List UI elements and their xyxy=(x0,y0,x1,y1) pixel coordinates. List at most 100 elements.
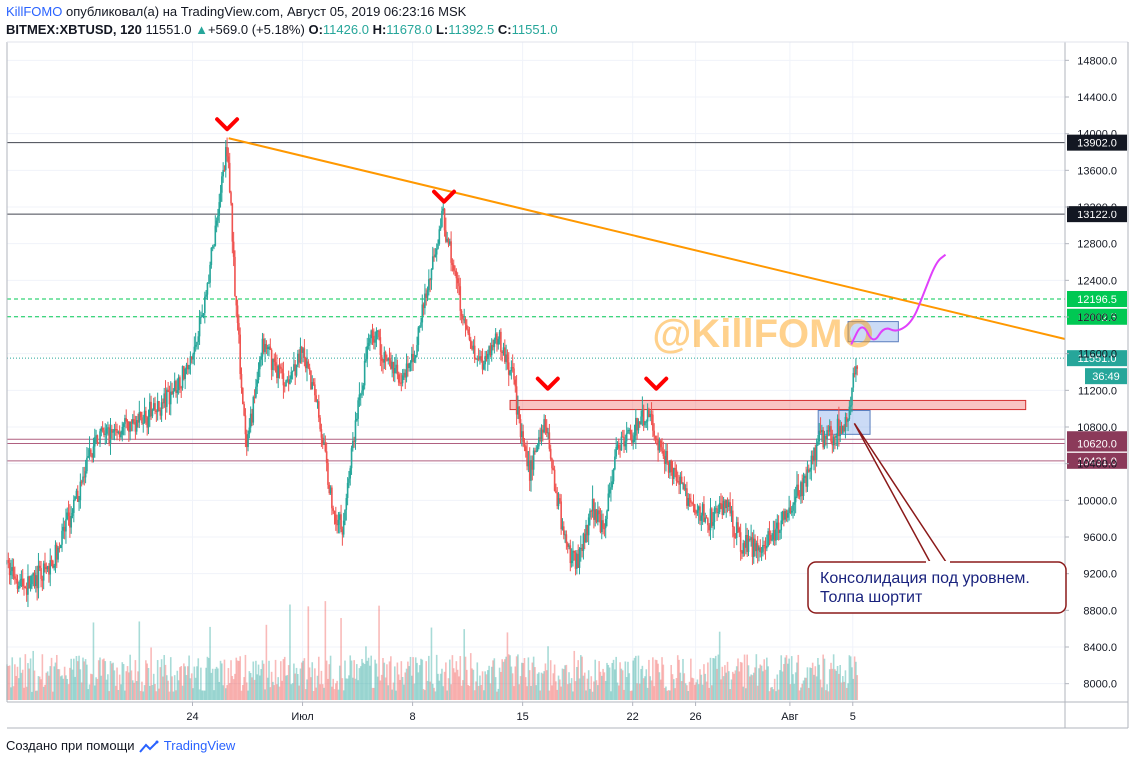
volume-bar xyxy=(312,690,315,700)
candle-body xyxy=(41,578,44,581)
candle-body xyxy=(231,203,234,242)
volume-bar xyxy=(19,657,21,700)
volume-bar xyxy=(277,677,279,700)
volume-bar xyxy=(359,666,362,700)
candle-body xyxy=(35,575,37,587)
candle-body xyxy=(409,362,412,364)
time-tick-label: 8 xyxy=(410,711,416,723)
tradingview-link[interactable]: TradingView xyxy=(163,738,236,753)
candle-body xyxy=(749,538,751,540)
candle-body xyxy=(848,406,851,419)
candle-body xyxy=(352,440,354,449)
candle-body xyxy=(793,502,796,505)
candle-body xyxy=(786,512,789,518)
volume-bar xyxy=(583,672,586,700)
volume-bar xyxy=(327,678,329,700)
candle-body xyxy=(442,208,445,211)
candle-body xyxy=(745,535,747,548)
candle-body xyxy=(615,447,617,457)
volume-bar xyxy=(725,672,728,700)
candle-body xyxy=(697,506,700,511)
volume-bar xyxy=(473,690,476,700)
candle-body xyxy=(632,440,635,443)
volume-bar xyxy=(447,678,450,700)
volume-bar xyxy=(565,664,568,700)
volume-bar xyxy=(666,690,669,700)
volume-bar xyxy=(76,661,79,700)
candle-body xyxy=(69,516,71,528)
volume-bar xyxy=(834,669,836,700)
candle-body xyxy=(176,390,179,393)
volume-bar xyxy=(441,668,443,700)
candle-body xyxy=(23,586,25,588)
candle-body xyxy=(506,354,509,363)
candle-body xyxy=(568,545,570,547)
candle-body xyxy=(335,514,337,525)
price-tag-label: 10620.0 xyxy=(1077,439,1117,451)
candle-body xyxy=(548,432,551,449)
volume-bar xyxy=(775,691,777,700)
candle-body xyxy=(221,176,223,193)
price-tick-label: 10400.0 xyxy=(1077,459,1117,471)
horizontal-levels xyxy=(7,142,1065,462)
candle-body xyxy=(696,510,699,513)
callout-text: Толпа шортит xyxy=(820,589,923,606)
volume-bar xyxy=(15,675,17,700)
candle-body xyxy=(25,587,28,595)
volume-bar xyxy=(662,664,665,700)
candle-body xyxy=(259,359,261,370)
candle-body xyxy=(678,481,680,485)
volume-bar xyxy=(35,690,37,700)
volume-bar xyxy=(652,657,654,700)
volume-bar xyxy=(298,685,300,700)
volume-bar xyxy=(428,655,430,700)
candle-body xyxy=(780,520,783,531)
volume-bar xyxy=(122,664,125,700)
volume-bar xyxy=(222,685,224,700)
volume-bar xyxy=(324,601,327,700)
time-tick-label: 26 xyxy=(689,711,701,723)
candle-body xyxy=(128,421,130,432)
price-tag-label: 12196.5 xyxy=(1077,294,1117,306)
candle-body xyxy=(40,568,42,579)
author-link[interactable]: KillFOMO xyxy=(6,4,63,19)
volume-bar xyxy=(598,661,600,700)
callout-joint xyxy=(926,561,950,565)
candle-body xyxy=(767,531,769,546)
volume-bar xyxy=(433,687,435,700)
volume-bar xyxy=(107,674,109,700)
volume-bar xyxy=(768,691,771,700)
candle-body xyxy=(314,384,316,396)
volume-bar xyxy=(236,660,239,700)
volume-bar xyxy=(16,666,19,700)
volume-bar xyxy=(425,661,428,700)
candle-body xyxy=(97,442,100,444)
volume-bar xyxy=(14,664,16,700)
volume-bar xyxy=(424,690,426,700)
candle-body xyxy=(536,446,539,451)
volume-bar xyxy=(209,626,211,700)
candle-body xyxy=(527,460,530,467)
candle-body xyxy=(19,580,21,586)
candle-body xyxy=(160,402,163,416)
candle-body xyxy=(167,389,169,392)
volume-bar xyxy=(104,661,107,700)
volume-bar xyxy=(653,686,655,700)
candle-body xyxy=(597,510,599,522)
volume-bar xyxy=(817,657,819,700)
zones xyxy=(509,321,1027,435)
volume-bar xyxy=(135,680,138,700)
volume-bar xyxy=(716,668,718,700)
candle-body xyxy=(87,456,90,458)
volume-bar xyxy=(818,664,821,700)
candle-body xyxy=(501,351,504,354)
candle-body xyxy=(450,241,452,263)
candle-body xyxy=(345,498,348,510)
candle-body xyxy=(428,279,430,291)
volume-bar xyxy=(151,684,154,700)
volume-bar xyxy=(380,674,383,700)
volume-bar xyxy=(383,662,386,700)
volume-bar xyxy=(33,670,36,700)
candle-body xyxy=(762,545,764,552)
